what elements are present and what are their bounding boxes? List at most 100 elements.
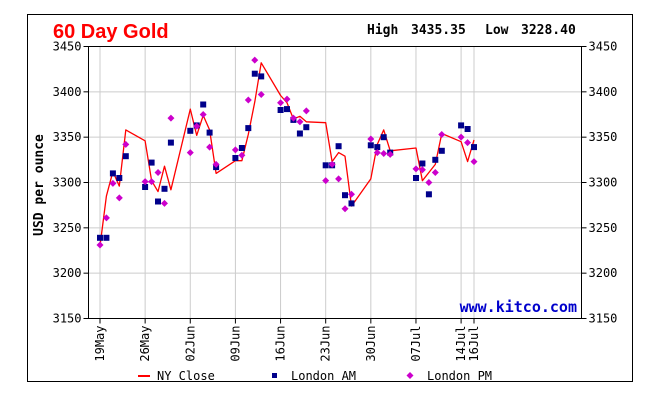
y-tick-label: 3450 [53, 40, 82, 54]
london-am-point [148, 159, 155, 166]
london-am-point [238, 145, 245, 151]
legend: NY Close London AM London PM [138, 369, 492, 383]
watermark: www.kitco.com [460, 298, 577, 316]
x-tick-label: 02Jun [183, 326, 197, 362]
y-tick-label: 3350 [53, 130, 82, 144]
london-pm-point [154, 169, 162, 177]
london-am-point [413, 175, 419, 181]
y-tick-label: 3250 [589, 221, 618, 235]
london-am-point [200, 101, 207, 108]
london-pm-point [238, 151, 246, 159]
london-pm-point [212, 160, 220, 168]
x-tick-label: 16Jun [274, 326, 288, 362]
london-pm-point [470, 158, 478, 166]
x-tick-label: 16Jul [467, 326, 481, 362]
london-pm-point [206, 143, 214, 151]
high-low-summary: High 3435.35 Low 3228.40 [367, 23, 576, 38]
y-tick-label: 3150 [53, 312, 82, 326]
y-tick-label: 3150 [589, 312, 618, 326]
london-pm-point [289, 114, 297, 122]
london-am-point [284, 106, 290, 113]
london-pm-point [199, 111, 207, 118]
y-tick-label: 3350 [589, 130, 618, 144]
london-pm-point [425, 179, 433, 186]
london-pm-series [96, 56, 478, 249]
london-pm-point [328, 160, 336, 168]
london-am-point [116, 175, 123, 181]
y-tick-label: 3200 [53, 266, 82, 280]
london-pm-point [141, 178, 149, 186]
london-pm-point [367, 135, 375, 143]
london-pm-point [148, 178, 156, 186]
x-tick-label: 30Jun [364, 326, 378, 362]
london-pm-point [457, 133, 465, 141]
london-pm-point [438, 130, 446, 138]
london-am-point [232, 155, 239, 161]
legend-item-london-pm: London PM [406, 369, 492, 383]
london-am-point [251, 70, 258, 77]
london-pm-point [335, 175, 343, 183]
london-am-point [142, 184, 149, 190]
london-pm-point [380, 149, 388, 157]
london-am-point [432, 156, 439, 163]
london-pm-point [231, 146, 239, 154]
legend-diamond-swatch [406, 372, 414, 379]
london-pm-point [160, 199, 168, 207]
legend-item-ny-close: NY Close [138, 369, 215, 383]
high-value: 3435.35 [411, 23, 466, 38]
london-am-point [187, 127, 194, 134]
london-pm-point [257, 91, 265, 99]
london-am-point [161, 185, 168, 192]
london-pm-point [347, 190, 355, 198]
y-tick-label: 3400 [53, 85, 82, 99]
london-am-point [438, 147, 445, 154]
high-label: High [367, 23, 398, 38]
y-tick-label: 3300 [589, 176, 618, 190]
x-tick-label: 14Jul [454, 326, 468, 362]
x-tick-label: 09Jun [228, 326, 242, 362]
london-am-point [245, 125, 252, 132]
y-tick-label: 3450 [589, 40, 618, 54]
london-am-point [342, 192, 348, 199]
london-pm-point [96, 241, 104, 249]
london-pm-point [109, 179, 117, 187]
legend-label-ny-close: NY Close [157, 369, 215, 383]
london-pm-point [251, 56, 259, 64]
london-am-point [167, 139, 174, 146]
london-pm-point [341, 205, 349, 213]
london-pm-point [412, 165, 420, 173]
london-pm-point [322, 177, 330, 185]
london-pm-point [115, 194, 123, 202]
london-am-point [303, 124, 310, 131]
london-am-point [258, 73, 265, 80]
x-tick-label: 07Jul [409, 326, 423, 362]
london-am-point [122, 153, 129, 160]
london-am-point [425, 191, 432, 198]
london-pm-point [418, 166, 426, 174]
london-am-point [206, 129, 213, 136]
x-tick-label: 23Jun [319, 326, 333, 362]
grid-lines [88, 46, 582, 319]
x-axis: 19May 26May 02Jun 09Jun 16Jun 23Jun 30Jun 07Jul… [93, 318, 481, 362]
london-am-point [471, 144, 477, 151]
london-pm-point [167, 114, 175, 122]
london-am-point [458, 122, 465, 129]
low-value: 3228.40 [521, 23, 576, 38]
london-am-point [419, 160, 426, 167]
london-pm-point [373, 149, 381, 157]
legend-square-swatch [272, 373, 277, 378]
london-am-point [103, 234, 110, 241]
london-pm-point [244, 96, 252, 104]
london-am-point [97, 234, 103, 241]
london-am-point [348, 200, 355, 207]
y-tick-label: 3200 [589, 266, 618, 280]
london-am-point [464, 126, 471, 132]
london-pm-point [431, 169, 439, 177]
london-pm-point [186, 149, 194, 157]
london-am-point [277, 107, 284, 113]
y-axis-right: 3150 3200 3250 3300 3350 3400 3450 [581, 40, 618, 326]
chart-title: 60 Day Gold [53, 21, 169, 43]
london-am-point [322, 162, 329, 169]
london-am-point [374, 144, 381, 151]
y-tick-label: 3250 [53, 221, 82, 235]
